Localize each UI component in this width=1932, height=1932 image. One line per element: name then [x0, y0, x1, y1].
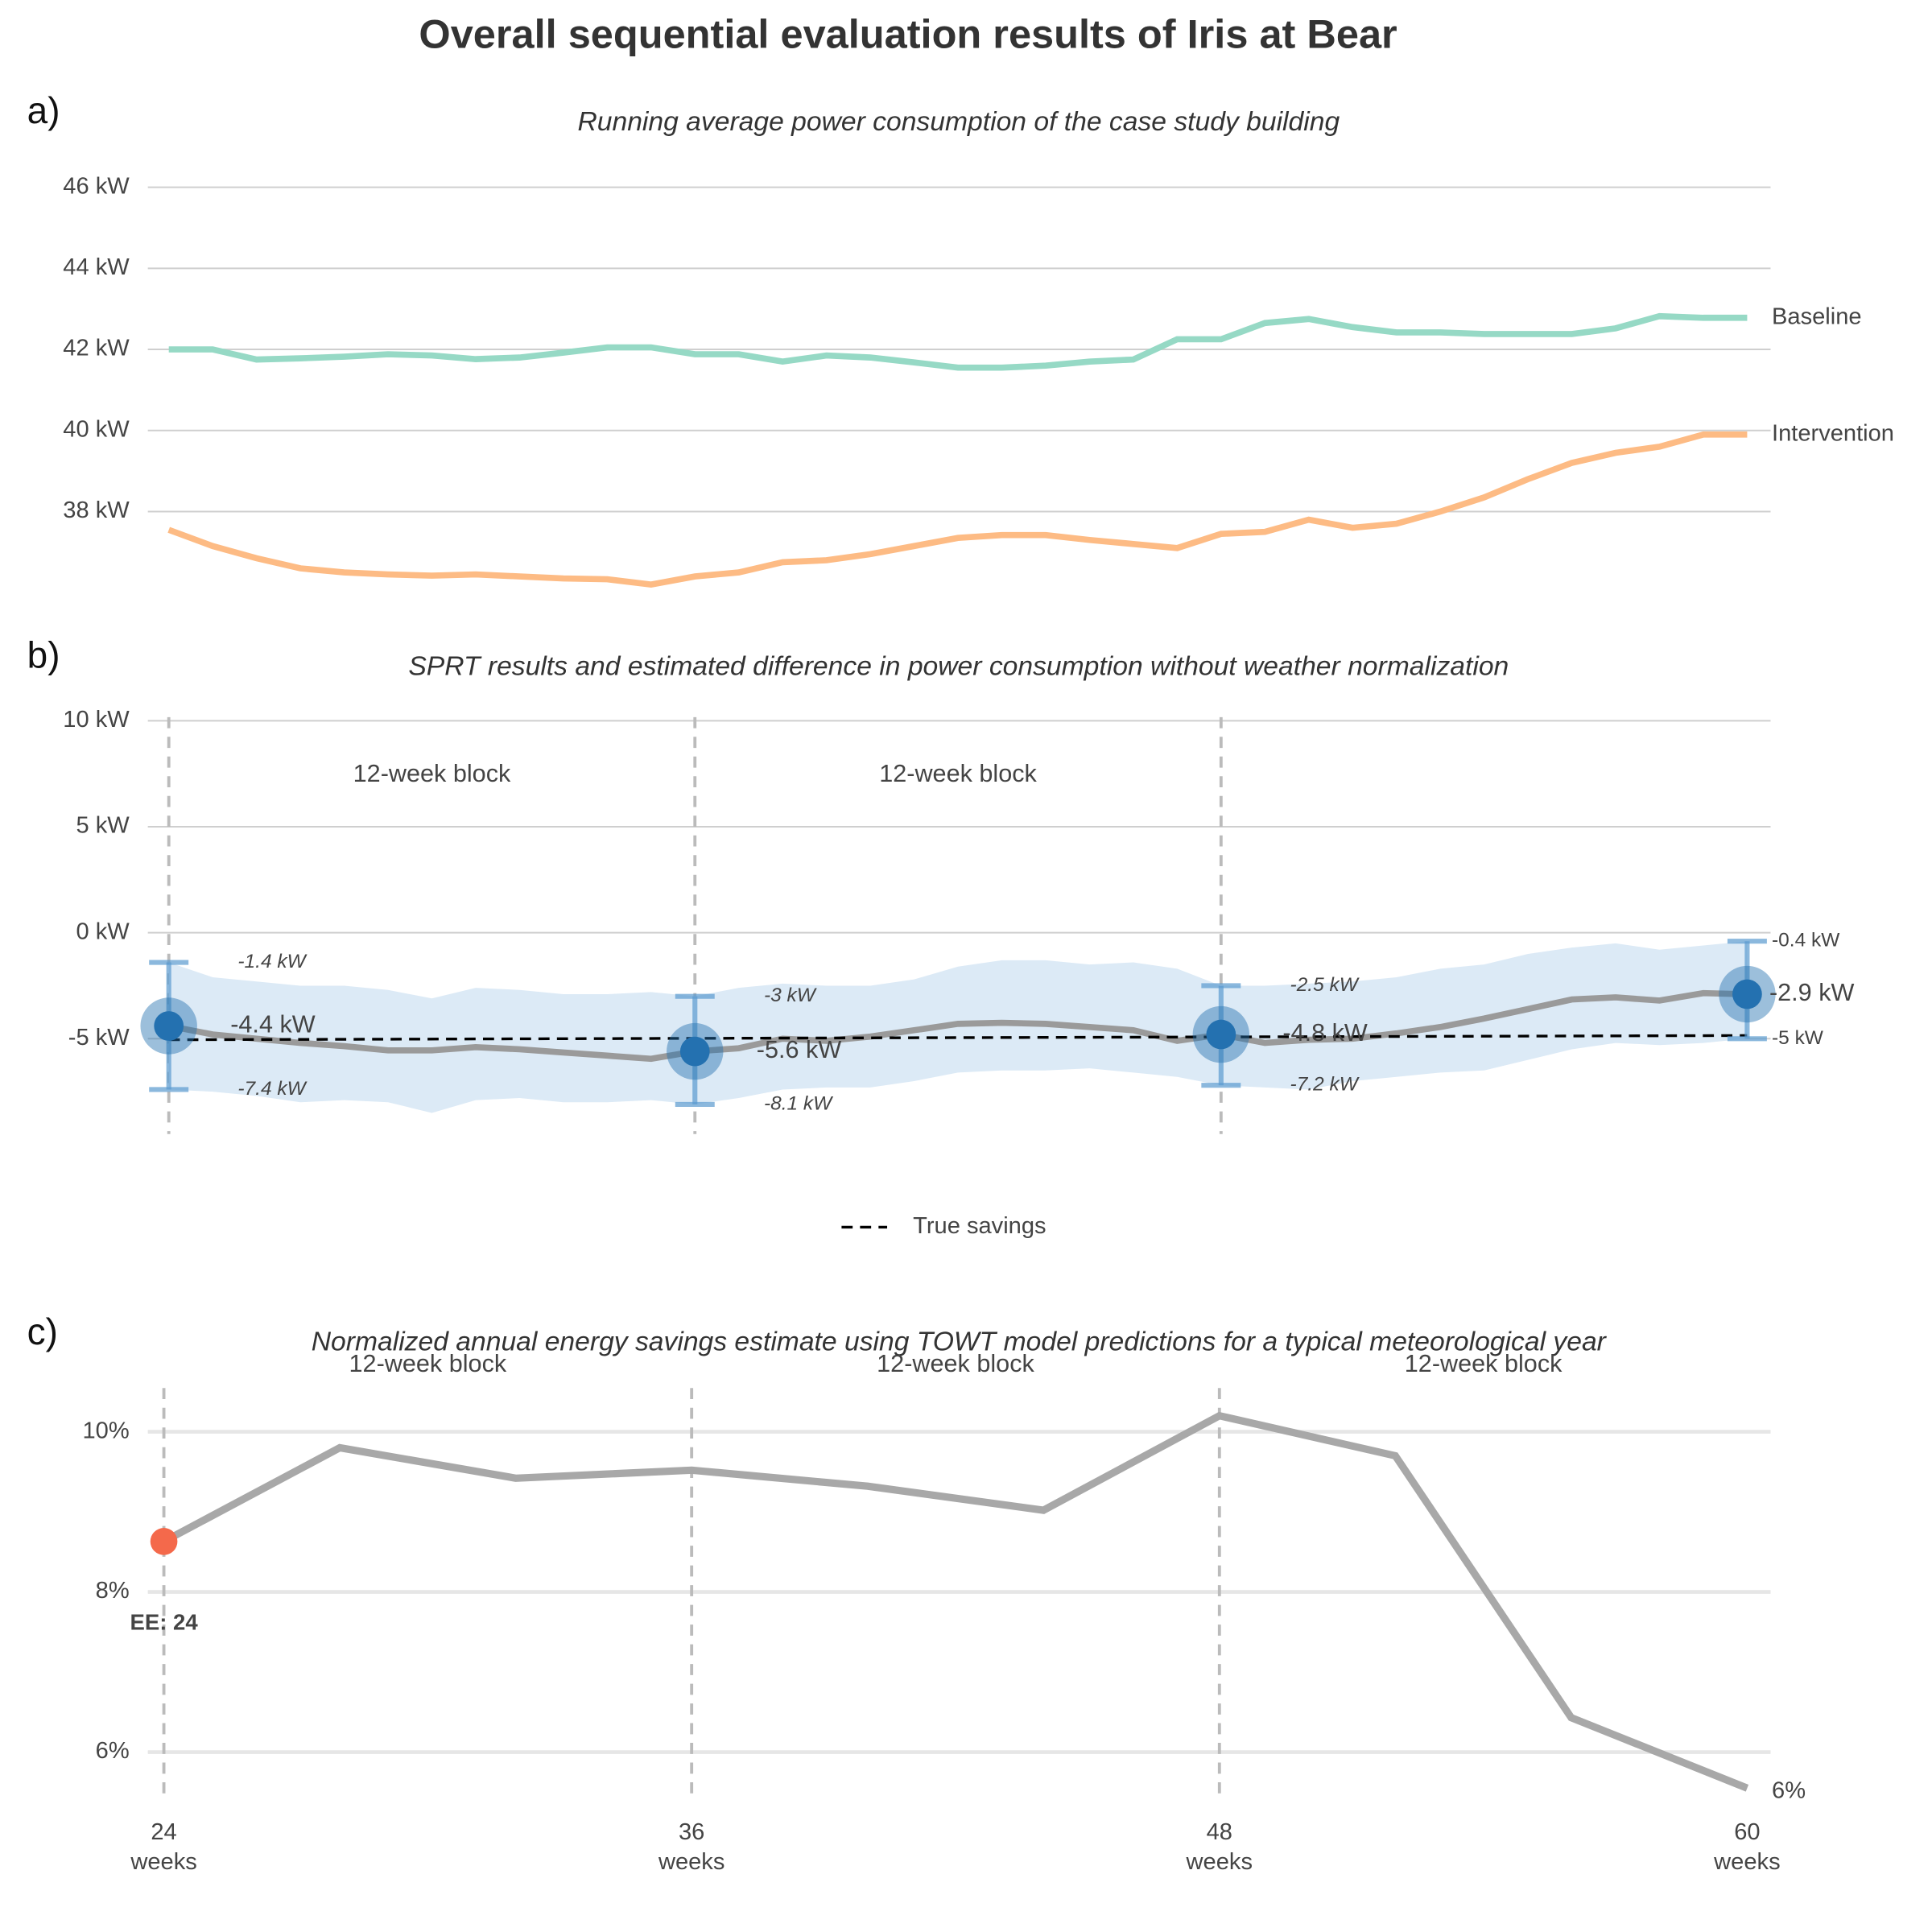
point — [679, 1036, 710, 1067]
x-tick: 48 weeks — [1186, 1819, 1253, 1876]
panel-label: b) — [27, 634, 60, 675]
block-label: 12-week block — [879, 760, 1037, 787]
y-tick-label: 5 kW — [76, 813, 130, 839]
upper-label: -1.4 kW — [237, 951, 308, 972]
series-label: Baseline — [1772, 303, 1862, 329]
series-line — [162, 1411, 1749, 1792]
chart-title: Overall sequential evaluation results of… — [419, 10, 1397, 56]
block-label: 12-week block — [1405, 1350, 1563, 1377]
estimate-line — [167, 989, 1748, 1063]
panel-subtitle: Running average power consumption of the… — [577, 107, 1340, 137]
highlight-label: EE: 24 — [130, 1610, 198, 1635]
y-tick-label: 42 kW — [63, 336, 130, 361]
y-tick-label: 10 kW — [63, 707, 130, 733]
lower-label: -7.2 kW — [1290, 1074, 1360, 1096]
x-tick-label: 60 weeks — [1714, 1819, 1781, 1876]
panel-label: c) — [27, 1311, 58, 1352]
y-tick-label: 38 kW — [63, 497, 130, 523]
x-tick: 24 weeks — [130, 1819, 197, 1876]
confidence-band — [168, 941, 1748, 1113]
y-tick-label: -5 kW — [68, 1025, 130, 1051]
lower-label: -5 kW — [1772, 1027, 1824, 1049]
x-tick: 60 weeks — [1714, 1819, 1781, 1876]
point — [1206, 1019, 1236, 1050]
upper-label: -2.5 kW — [1290, 974, 1360, 996]
series-line — [168, 312, 1748, 371]
y-tick-label: 8% — [96, 1578, 130, 1604]
panel-subtitle: SPRT results and estimated difference in… — [408, 651, 1509, 681]
end-label: 6% — [1772, 1778, 1806, 1804]
x-tick-label: 24 weeks — [130, 1819, 197, 1876]
value-label: -4.4 kW — [230, 1011, 316, 1038]
y-tick-label: 40 kW — [63, 416, 130, 442]
series-label: Intervention — [1772, 420, 1894, 446]
x-tick-label: 36 weeks — [658, 1819, 725, 1876]
x-tick-label: 48 weeks — [1186, 1819, 1253, 1876]
point — [1732, 979, 1762, 1009]
y-tick-label: 44 kW — [63, 254, 130, 280]
point — [154, 1011, 184, 1041]
upper-label: -0.4 kW — [1772, 930, 1840, 952]
value-label: -5.6 kW — [757, 1036, 842, 1063]
x-tick: 36 weeks — [658, 1819, 725, 1876]
legend-label: True savings — [913, 1213, 1046, 1239]
y-tick-label: 0 kW — [76, 919, 130, 944]
block-label: 12-week block — [877, 1350, 1034, 1377]
y-tick-label: 6% — [96, 1738, 130, 1764]
panel-subtitle: Normalized annual energy savings estimat… — [312, 1327, 1608, 1356]
lower-label: -8.1 kW — [764, 1092, 834, 1114]
series-line — [167, 431, 1748, 588]
value-label: -2.9 kW — [1769, 979, 1855, 1006]
block-label: 12-week block — [349, 1350, 507, 1377]
lower-label: -7.4 kW — [237, 1078, 308, 1100]
highlight-point — [150, 1528, 178, 1555]
true-savings-line — [168, 1034, 1748, 1042]
y-tick-label: 46 kW — [63, 173, 130, 199]
value-label: -4.8 kW — [1282, 1019, 1368, 1046]
block-label: 12-week block — [353, 760, 511, 787]
upper-label: -3 kW — [764, 985, 818, 1006]
panel-label: a) — [27, 89, 60, 131]
y-tick-label: 10% — [83, 1418, 130, 1443]
